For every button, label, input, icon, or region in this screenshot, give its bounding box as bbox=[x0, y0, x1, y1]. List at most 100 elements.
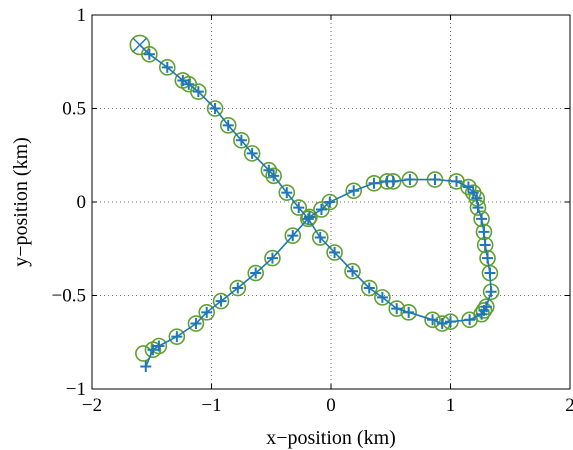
x-axis-label: x−position (km) bbox=[266, 427, 396, 449]
track-point bbox=[485, 286, 497, 298]
track-point bbox=[348, 185, 360, 197]
track-point bbox=[143, 48, 155, 60]
track-point bbox=[478, 226, 490, 238]
track-point bbox=[391, 303, 403, 315]
track-point bbox=[445, 316, 456, 328]
start-marker bbox=[129, 34, 151, 56]
track-point bbox=[403, 306, 415, 318]
track-point bbox=[462, 181, 474, 193]
y-tick-label: 0 bbox=[77, 192, 87, 213]
estimate-point bbox=[190, 83, 207, 100]
track-point bbox=[183, 78, 195, 90]
y-tick-label: 1 bbox=[77, 5, 87, 26]
y-tick-label: −0.5 bbox=[52, 286, 86, 307]
track-point bbox=[376, 291, 388, 303]
track-point bbox=[287, 230, 299, 242]
estimate-point bbox=[388, 300, 406, 317]
y-tick-label: −1 bbox=[66, 379, 86, 400]
track-point bbox=[471, 192, 483, 204]
track-point bbox=[464, 314, 476, 326]
estimate-point bbox=[479, 249, 496, 267]
estimate-point bbox=[233, 131, 250, 149]
track-point bbox=[215, 295, 227, 307]
estimate-point bbox=[247, 264, 265, 282]
track-point bbox=[450, 175, 462, 187]
track-point bbox=[302, 213, 314, 225]
track-point bbox=[484, 267, 496, 279]
track-point bbox=[429, 174, 441, 186]
track-point bbox=[482, 252, 494, 264]
track-point bbox=[404, 174, 416, 186]
track-point bbox=[347, 265, 359, 277]
x-tick-label: 1 bbox=[446, 395, 456, 416]
x-tick-label: 0 bbox=[326, 395, 336, 416]
track-point bbox=[467, 187, 479, 199]
estimate-point bbox=[158, 59, 176, 76]
track-line bbox=[139, 44, 492, 367]
estimate-point bbox=[473, 210, 490, 228]
estimate-point bbox=[326, 244, 343, 261]
estimate-point bbox=[206, 100, 224, 117]
track-point bbox=[303, 211, 315, 223]
estimate-point bbox=[187, 315, 205, 332]
track-point bbox=[222, 119, 234, 131]
track-point bbox=[232, 282, 244, 294]
estimate-point bbox=[400, 304, 417, 321]
estimate-point bbox=[374, 289, 391, 306]
estimate-point bbox=[464, 184, 482, 201]
track-point bbox=[266, 252, 278, 264]
estimate-point bbox=[260, 161, 278, 179]
estimate-point bbox=[301, 208, 318, 226]
estimate-point bbox=[264, 249, 281, 267]
estimate-point bbox=[198, 304, 216, 321]
track-point bbox=[479, 239, 491, 251]
estimate-point bbox=[278, 184, 296, 201]
estimate-point bbox=[144, 341, 162, 359]
track-point bbox=[427, 314, 439, 326]
estimate-point bbox=[243, 145, 261, 162]
estimate-point bbox=[313, 201, 330, 218]
estimate-point bbox=[265, 167, 282, 185]
x-tick-label: −2 bbox=[82, 395, 102, 416]
track-point bbox=[315, 203, 327, 215]
estimate-point bbox=[219, 117, 237, 134]
track-point bbox=[161, 61, 173, 73]
estimate-point bbox=[344, 262, 361, 280]
estimate-point bbox=[284, 227, 302, 244]
estimate-point bbox=[168, 328, 186, 345]
estimate-point bbox=[424, 311, 441, 329]
estimate-point bbox=[345, 182, 363, 200]
track-point bbox=[480, 301, 492, 313]
track-point bbox=[268, 170, 280, 182]
track-point bbox=[171, 331, 183, 343]
axis-ticks: −2 −1 0 1 2−1−0.500.51 bbox=[52, 5, 573, 416]
track-point bbox=[147, 344, 159, 356]
track-point bbox=[381, 175, 393, 187]
track-point bbox=[324, 196, 336, 208]
estimate-point bbox=[212, 292, 230, 310]
track-point bbox=[368, 177, 380, 189]
track-point bbox=[293, 202, 305, 214]
track-point bbox=[329, 246, 341, 258]
estimate-point bbox=[311, 229, 329, 246]
track-point bbox=[281, 187, 293, 199]
track-point bbox=[263, 164, 275, 176]
estimate-point bbox=[469, 199, 487, 216]
plot-area bbox=[129, 34, 500, 373]
track-point bbox=[201, 306, 213, 318]
y-axis-label: y−position (km) bbox=[10, 137, 32, 267]
track-point bbox=[153, 340, 165, 352]
estimate-point bbox=[365, 175, 383, 192]
y-tick-label: 0.5 bbox=[62, 99, 86, 120]
track-point bbox=[250, 267, 262, 279]
estimate-point bbox=[290, 199, 308, 216]
track-point bbox=[140, 361, 152, 373]
x-tick-label: −1 bbox=[201, 395, 221, 416]
estimate-point bbox=[360, 279, 378, 297]
track-point bbox=[190, 318, 202, 330]
track-point bbox=[476, 213, 488, 225]
track-point bbox=[235, 134, 247, 146]
x-tick-label: 2 bbox=[565, 395, 573, 416]
track-point bbox=[314, 232, 326, 244]
